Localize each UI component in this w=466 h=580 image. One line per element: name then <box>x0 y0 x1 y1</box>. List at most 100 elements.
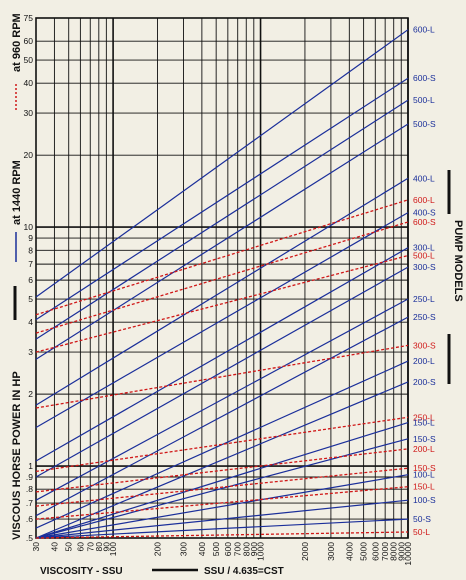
x-tick-label: 700 <box>233 542 243 556</box>
series-label: 200-S <box>413 377 436 387</box>
series-label: 400-S <box>413 208 436 218</box>
y-axis-label-blue: at 1440 RPM <box>11 160 23 225</box>
series-label: 200-L <box>413 444 435 454</box>
y-tick-label: 10 <box>24 222 34 232</box>
x-tick-label: 500 <box>211 542 221 556</box>
x-tick-label: 2000 <box>300 542 310 561</box>
y-tick-label: 30 <box>24 108 34 118</box>
series-line <box>35 29 409 298</box>
series-line <box>35 177 409 406</box>
y-tick-label: 9 <box>28 233 33 243</box>
x-tick-label: 90 <box>101 542 111 552</box>
y-tick-label: 4 <box>28 317 33 327</box>
series-line <box>35 266 409 478</box>
plot-frame <box>35 17 409 539</box>
x-tick-label: 40 <box>49 542 59 552</box>
series-labels: 600-L600-S500-L500-S400-L600-L400-S600-S… <box>413 25 436 537</box>
x-axis-label: VISCOSITY - SSU <box>40 566 123 577</box>
series-label: 300-S <box>413 340 436 350</box>
y-tick-label: 1 <box>28 461 33 471</box>
x-tick-label: 100 <box>108 542 118 556</box>
series-label: 300-L <box>413 243 435 253</box>
series-label: 600-L <box>413 195 435 205</box>
x-tick-label: 3000 <box>326 542 336 561</box>
y-axis-label: VISCOUS HORSE POWER IN HP <box>11 371 23 540</box>
series-label: 100-L <box>413 470 435 480</box>
series-line <box>35 499 409 539</box>
x-tick-label: 7000 <box>380 542 390 561</box>
series-label: 600-S <box>413 73 436 83</box>
y-tick-label: 50 <box>24 55 34 65</box>
series-label: 100-S <box>413 495 436 505</box>
series-line <box>35 474 409 539</box>
x-tick-label: 80 <box>94 542 104 552</box>
plot-background <box>36 18 408 538</box>
y-tick-label: 40 <box>24 78 34 88</box>
series-label: 250-L <box>413 294 435 304</box>
y-tick-label: 60 <box>24 36 34 46</box>
y-tick-label: 8 <box>28 245 33 255</box>
series-line <box>35 416 409 473</box>
series-line <box>35 438 409 539</box>
x-tick-label: 10000 <box>403 542 413 566</box>
series-lines <box>35 29 409 539</box>
series-line <box>35 422 409 539</box>
series-line <box>35 254 409 353</box>
series-line <box>35 298 409 501</box>
y-tick-label: 75 <box>24 13 34 23</box>
y-tick-labels: .5 .6 .7 .8 .91 2 3 4 5 6 7 8 910 20 30 40 50 60 75 <box>24 13 34 543</box>
x-tick-label: 5000 <box>359 542 369 561</box>
y-tick-label: .7 <box>26 498 33 508</box>
series-label: 600-L <box>413 25 435 35</box>
series-line <box>35 381 409 539</box>
y-tick-label: .9 <box>26 472 33 482</box>
x-tick-label: 900 <box>249 542 259 556</box>
series-line <box>35 344 409 409</box>
x-tick-label: 400 <box>197 542 207 556</box>
series-label: 150-S <box>413 463 436 473</box>
x-tick-label: 8000 <box>389 542 399 561</box>
series-label: 400-L <box>413 173 435 183</box>
y-tick-label: .5 <box>26 533 33 543</box>
x-tick-label: 300 <box>178 542 188 556</box>
x-tick-label: 6000 <box>370 542 380 561</box>
series-label: 200-L <box>413 356 435 366</box>
x-tick-label: 1000 <box>256 542 266 561</box>
x-tick-label: 800 <box>241 542 251 556</box>
series-line <box>35 518 409 539</box>
y-tick-label: 20 <box>24 150 34 160</box>
x-tick-label: 30 <box>31 542 41 552</box>
series-label: 50-S <box>413 514 431 524</box>
series-label: 500-L <box>413 95 435 105</box>
series-label: 150-L <box>413 418 435 428</box>
y-tick-label: 3 <box>28 347 33 357</box>
y-tick-label: 5 <box>28 294 33 304</box>
series-line <box>35 467 409 507</box>
series-label: 500-S <box>413 119 436 129</box>
pump-models-label: PUMP MODELS <box>452 220 464 302</box>
x-tick-label: 9000 <box>396 542 406 561</box>
series-line <box>35 316 409 517</box>
series-label: 150-L <box>413 482 435 492</box>
series-line <box>35 486 409 520</box>
y-tick-label: 7 <box>28 259 33 269</box>
series-label: 300-S <box>413 262 436 272</box>
series-label: 50-L <box>413 527 430 537</box>
y-tick-label: 2 <box>28 389 33 399</box>
series-label: 150-S <box>413 434 436 444</box>
series-line <box>35 247 409 462</box>
x-tick-label: 70 <box>85 542 95 552</box>
x-tick-label: 4000 <box>344 542 354 561</box>
series-line <box>35 212 409 429</box>
x-axis-label-note: SSU / 4.635=CST <box>204 566 284 577</box>
series-label: 250-S <box>413 312 436 322</box>
series-line <box>35 123 409 360</box>
series-line <box>35 99 409 340</box>
series-line <box>35 77 409 321</box>
series-label: 600-S <box>413 217 436 227</box>
x-tick-label: 60 <box>75 542 85 552</box>
y-tick-label: .6 <box>26 514 33 524</box>
y-tick-label: 6 <box>28 275 33 285</box>
